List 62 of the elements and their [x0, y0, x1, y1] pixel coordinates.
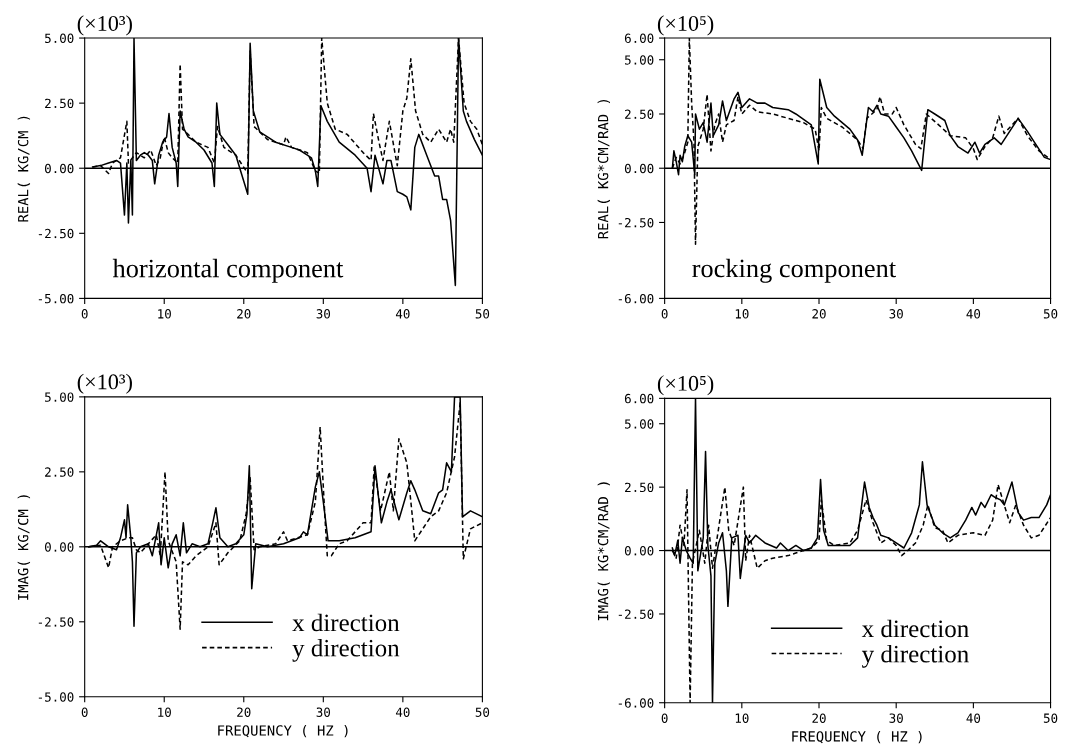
x-tick-label: 30	[889, 309, 903, 319]
y-tick-label: 5.00	[45, 392, 74, 402]
x-tick-label: 50	[1043, 309, 1058, 319]
y-tick-label: -2.50	[38, 617, 74, 627]
legend-label: y direction	[292, 639, 400, 662]
x-tick-label: 0	[81, 707, 88, 717]
x-tick-label: 10	[158, 309, 171, 319]
y-tick-label: -5.00	[38, 293, 74, 304]
x-tick-label: 10	[735, 713, 749, 723]
y-axis-title: REAL( KG/CM )	[17, 116, 31, 222]
x-axis-title: FREQUENCY ( HZ )	[792, 730, 922, 744]
text: (×10⁵)	[657, 375, 714, 396]
x-tick-label: 40	[966, 309, 981, 319]
x-tick-label: 50	[475, 707, 490, 717]
x-tick-label: 10	[735, 309, 749, 319]
x-tick-label: 50	[1043, 713, 1058, 723]
y-tick-label: 2.50	[625, 109, 654, 119]
y-tick-label: -2.50	[38, 228, 74, 239]
y-tick-label: 5.00	[45, 33, 74, 44]
y-tick-label: 5.00	[624, 419, 654, 429]
y-tick-label: 2.50	[45, 467, 74, 477]
x-tick-label: 40	[966, 713, 981, 723]
x-tick-label: 0	[661, 309, 668, 319]
text: (×10³)	[77, 15, 132, 36]
legend-label: x direction	[861, 619, 969, 638]
legend-label: y direction	[861, 644, 969, 668]
x-tick-label: 50	[475, 309, 490, 319]
y-tick-label: -6.00	[618, 293, 654, 304]
annotation: horizontal component	[112, 258, 344, 283]
text: (×10⁵)	[657, 15, 714, 36]
x-tick-label: 40	[395, 707, 410, 717]
y-tick-label: 6.00	[624, 393, 654, 404]
x-tick-label: 30	[316, 707, 331, 717]
y-tick-label: 0.00	[624, 163, 654, 174]
y-tick-label: -2.50	[618, 217, 654, 228]
x-tick-label: 0	[81, 309, 88, 319]
y-tick-label: 0.00	[44, 542, 74, 552]
y-tick-label: 0.00	[44, 163, 74, 174]
x-tick-label: 20	[812, 713, 826, 723]
x-tick-label: 20	[237, 707, 251, 717]
x-tick-label: 20	[812, 309, 826, 319]
x-tick-label: 10	[158, 707, 171, 717]
y-tick-label: 6.00	[624, 33, 654, 44]
y-tick-label: 5.00	[624, 55, 654, 65]
y-axis-title: IMAG( KG*CM/RAD )	[597, 482, 610, 621]
legend-label: x direction	[292, 613, 400, 632]
y-tick-label: 2.50	[45, 98, 74, 109]
y-axis-title: IMAG( KG/CM )	[17, 495, 31, 600]
x-tick-label: 30	[889, 713, 903, 723]
text: (×10³)	[77, 373, 132, 394]
x-tick-label: 0	[661, 713, 668, 723]
x-axis-title: FREQUENCY ( HZ )	[218, 724, 348, 738]
y-tick-label: -6.00	[618, 698, 654, 708]
y-axis-title: REAL( KG*CM/RAD )	[597, 100, 610, 239]
y-tick-label: -2.50	[618, 609, 654, 619]
x-tick-label: 40	[395, 309, 410, 319]
annotation: rocking component	[692, 258, 896, 283]
y-tick-label: 2.50	[625, 482, 654, 493]
x-tick-label: 30	[316, 309, 331, 319]
y-tick-label: 0.00	[624, 546, 654, 556]
y-tick-label: -5.00	[38, 692, 74, 702]
x-tick-label: 20	[237, 309, 251, 319]
